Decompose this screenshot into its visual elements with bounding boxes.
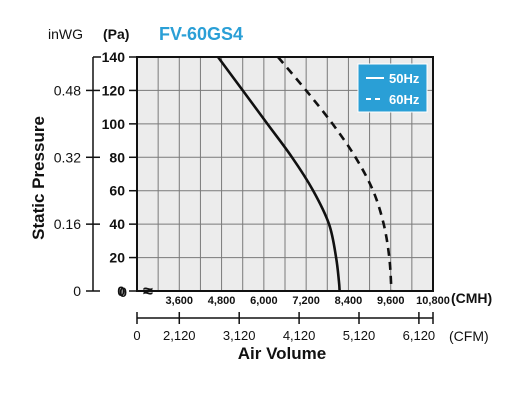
x-tick-label: 9,600 bbox=[377, 295, 405, 307]
y-secondary-tick-label: 0 bbox=[73, 283, 81, 299]
y-tick-label: 80 bbox=[109, 149, 125, 165]
x-secondary-tick-label: 3,120 bbox=[223, 328, 256, 343]
x-tick-label: 3,600 bbox=[166, 295, 194, 307]
y-axis-primary: 0 20 40 60 80 100 120 140 bbox=[102, 49, 137, 299]
x-tick-label: 6,000 bbox=[250, 295, 278, 307]
legend-box bbox=[357, 63, 428, 113]
y-primary-unit: (Pa) bbox=[103, 26, 129, 42]
axis-break-mark: ≈ bbox=[143, 281, 153, 301]
x-axis-title: Air Volume bbox=[238, 344, 326, 363]
y-tick-label: 140 bbox=[102, 49, 126, 65]
series-line-50hz bbox=[216, 56, 341, 292]
y-tick-label: 60 bbox=[109, 183, 125, 199]
y-axis-title: Static Pressure bbox=[29, 116, 48, 240]
x-axis-secondary: 0 2,120 3,120 4,120 5,120 6,120 bbox=[133, 312, 435, 343]
x-tick-label: 4,800 bbox=[208, 295, 236, 307]
x-secondary-unit: (CFM) bbox=[449, 328, 489, 344]
series-line-60hz bbox=[277, 56, 393, 292]
y-axis-secondary: 0 0.16 0.32 0.48 bbox=[54, 56, 101, 299]
y-tick-label: 40 bbox=[109, 216, 125, 232]
legend: 50Hz 60Hz bbox=[357, 63, 428, 113]
x-axis-primary: 3,600 4,800 6,000 7,200 8,400 9,600 10,800 0 bbox=[119, 284, 450, 307]
x-tick-label: 10,800 bbox=[416, 295, 450, 307]
y-tick-label: 100 bbox=[102, 116, 126, 132]
x-tick-label: 7,200 bbox=[292, 295, 320, 307]
x-secondary-tick-label: 0 bbox=[133, 328, 140, 343]
x-primary-unit: (CMH) bbox=[451, 290, 492, 306]
y-tick-label: 20 bbox=[109, 250, 125, 266]
x-secondary-tick-label: 2,120 bbox=[163, 328, 196, 343]
y-secondary-tick-label: 0.48 bbox=[54, 82, 81, 98]
y-tick-label: 120 bbox=[102, 82, 126, 98]
x-secondary-tick-label: 6,120 bbox=[403, 328, 436, 343]
x-secondary-tick-label: 4,120 bbox=[283, 328, 316, 343]
y-secondary-tick-label: 0.16 bbox=[54, 216, 81, 232]
legend-label: 60Hz bbox=[389, 92, 420, 107]
plot-frame bbox=[136, 56, 434, 292]
x-tick-label: 8,400 bbox=[335, 295, 363, 307]
chart-title: FV-60GS4 bbox=[159, 24, 243, 44]
y-secondary-unit: inWG bbox=[48, 26, 83, 42]
y-tick-label: 0 bbox=[117, 283, 125, 299]
legend-label: 50Hz bbox=[389, 71, 420, 86]
series-group bbox=[216, 56, 393, 292]
x-secondary-tick-label: 5,120 bbox=[343, 328, 376, 343]
y-secondary-tick-label: 0.32 bbox=[54, 149, 81, 165]
y-zero-label: 0 bbox=[119, 284, 127, 300]
